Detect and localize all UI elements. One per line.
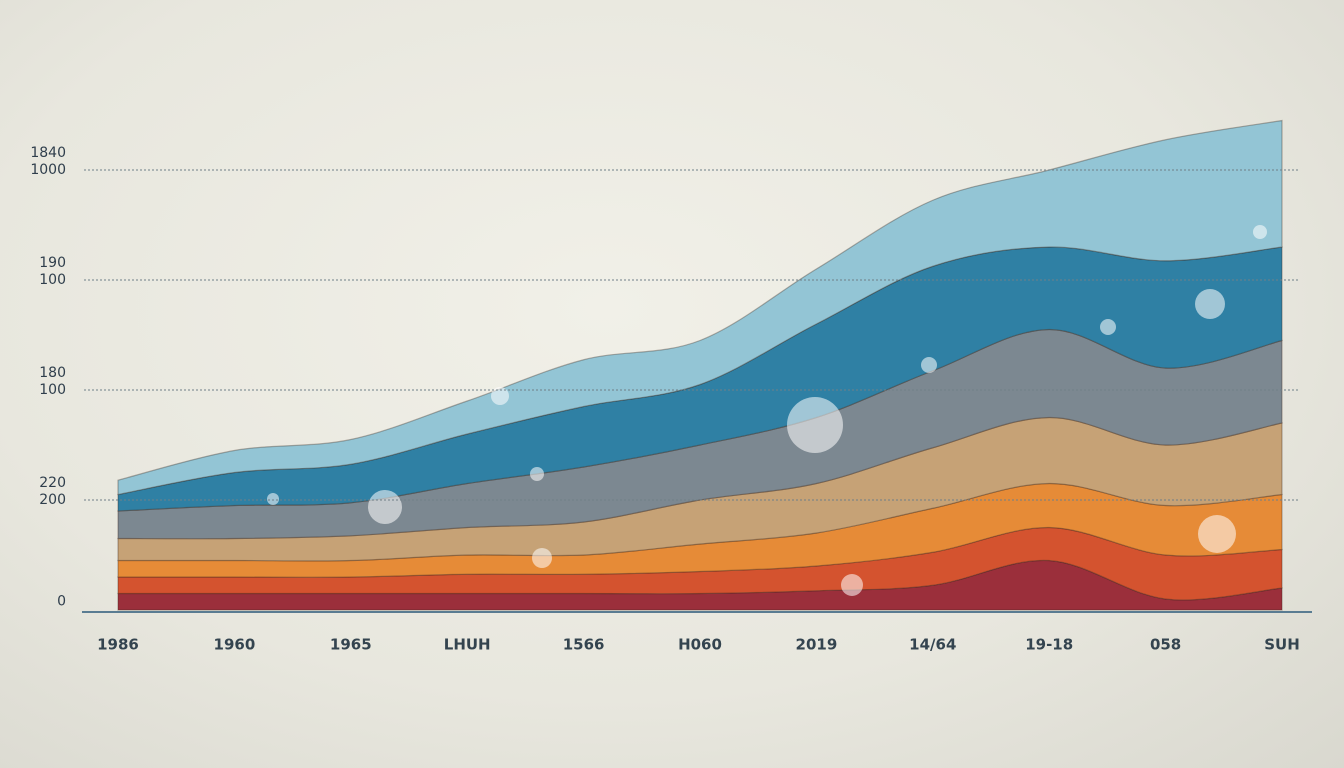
x-tick-label: 058 bbox=[1150, 636, 1181, 654]
bubble bbox=[491, 387, 509, 405]
area bbox=[117, 246, 1283, 512]
bubble bbox=[921, 357, 937, 373]
bubble bbox=[530, 467, 544, 481]
x-tick-label: 1965 bbox=[330, 636, 372, 654]
bubble bbox=[787, 397, 843, 453]
bubble bbox=[841, 574, 863, 596]
x-tick-label: H060 bbox=[678, 636, 722, 654]
decor-bubbles bbox=[267, 225, 1267, 596]
areas bbox=[117, 119, 1283, 611]
area bbox=[117, 119, 1283, 496]
bubble bbox=[368, 490, 402, 524]
bubble bbox=[532, 548, 552, 568]
y-tick-label: 0 bbox=[57, 593, 66, 610]
x-tick-label: 19-18 bbox=[1025, 636, 1073, 654]
x-tick-label: 1566 bbox=[563, 636, 605, 654]
y-tick-label: 220 200 bbox=[39, 475, 66, 508]
bubble bbox=[1253, 225, 1267, 239]
x-tick-label: 2019 bbox=[796, 636, 838, 654]
y-tick-label: 190 100 bbox=[39, 255, 66, 288]
bubble bbox=[267, 493, 279, 505]
bubble bbox=[1198, 515, 1236, 553]
x-tick-label: 1960 bbox=[214, 636, 256, 654]
x-tick-label: LHUH bbox=[444, 636, 491, 654]
area bbox=[117, 482, 1283, 578]
x-tick-label: SUH bbox=[1264, 636, 1300, 654]
x-tick-label: 1986 bbox=[97, 636, 139, 654]
area bbox=[117, 328, 1283, 540]
y-tick-label: 1840 1000 bbox=[30, 145, 66, 178]
area bbox=[117, 526, 1283, 601]
x-tick-label: 14/64 bbox=[909, 636, 956, 654]
bubble bbox=[1100, 319, 1116, 335]
bubble bbox=[1195, 289, 1225, 319]
y-tick-label: 180 100 bbox=[39, 365, 66, 398]
